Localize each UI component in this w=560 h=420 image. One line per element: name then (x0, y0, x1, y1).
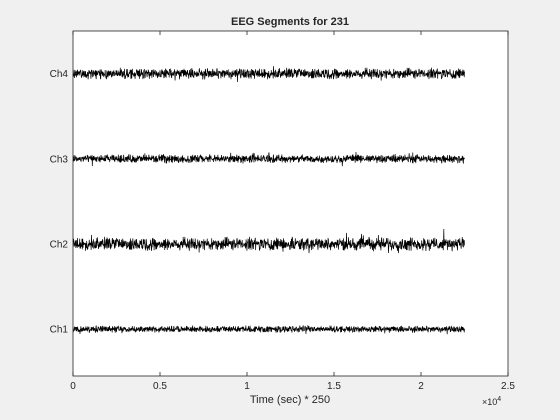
x-axis-label: Time (sec) * 250 (250, 394, 330, 406)
x-exponent-base: ×10 (482, 397, 497, 407)
y-tick-label-ch2: Ch2 (50, 239, 69, 250)
x-tick-label: 1.5 (327, 381, 341, 392)
y-tick-label-ch1: Ch1 (50, 325, 69, 336)
y-tick-label-ch4: Ch4 (50, 69, 69, 80)
x-tick-label: 2 (418, 381, 424, 392)
x-tick-label: 0 (70, 381, 76, 392)
x-tick-label: 2.5 (501, 381, 515, 392)
trace-layer (72, 66, 465, 335)
trace-ch2 (72, 229, 465, 254)
y-axis-ticks: Ch1 Ch2 Ch3 Ch4 (50, 69, 77, 336)
trace-ch3 (72, 151, 465, 167)
trace-ch4 (72, 66, 465, 82)
x-exponent-power: 4 (497, 396, 501, 403)
x-tick-label: 1 (244, 381, 250, 392)
plot-area (73, 31, 508, 376)
x-tick-label: 0.5 (153, 381, 167, 392)
x-exponent-label: ×104 (482, 396, 501, 407)
trace-ch1 (72, 324, 465, 335)
chart-title: EEG Segments for 231 (231, 16, 349, 28)
y-tick-label-ch3: Ch3 (50, 154, 69, 165)
axes-box (72, 30, 509, 377)
